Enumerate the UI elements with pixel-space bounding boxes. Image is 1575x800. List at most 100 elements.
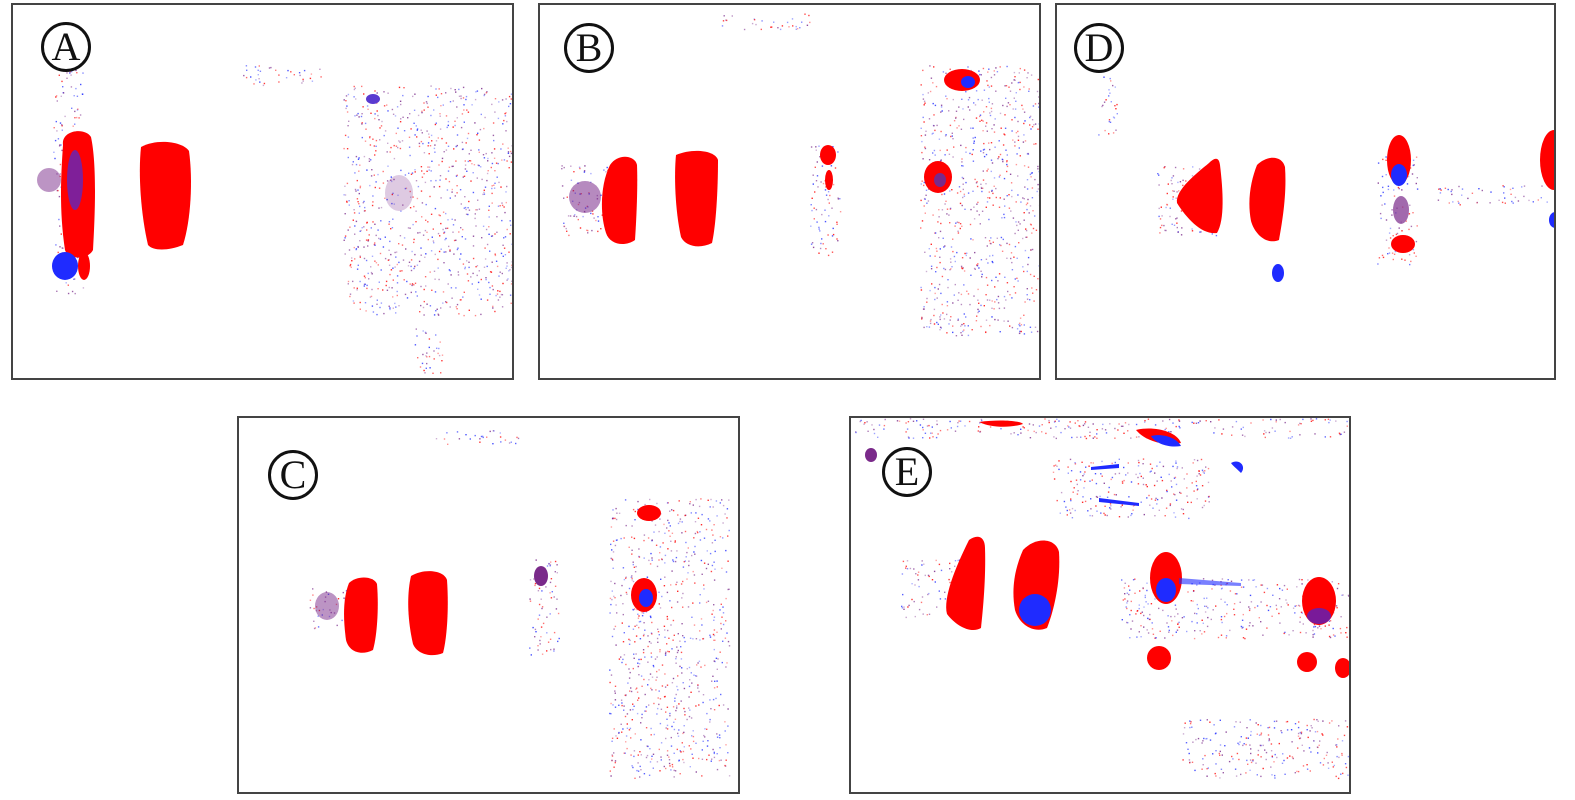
speckle (713, 524, 715, 526)
speckle (646, 745, 648, 747)
speckle (357, 246, 359, 248)
speckle (1236, 593, 1238, 595)
speckle (907, 421, 910, 423)
speckle (613, 752, 615, 754)
speckle (414, 282, 417, 284)
speckle (1041, 424, 1043, 426)
speckle (921, 318, 923, 320)
speckle (684, 514, 686, 517)
speckle (691, 735, 693, 737)
speckle (816, 221, 818, 223)
speckle (1192, 600, 1194, 602)
speckle (457, 247, 459, 249)
speckle (951, 266, 953, 268)
speckle (1055, 437, 1057, 440)
speckle (462, 97, 465, 99)
speckle (388, 223, 390, 225)
speckle (1025, 228, 1027, 230)
speckle (685, 541, 687, 544)
speckle (657, 631, 660, 633)
speckle (1387, 188, 1390, 191)
speckle (713, 604, 715, 606)
speckle (988, 240, 991, 242)
speckle (493, 157, 496, 159)
speckle (363, 93, 365, 95)
speckle (1124, 593, 1126, 595)
speckle (1339, 433, 1341, 436)
speckle (1023, 165, 1026, 167)
speckle (368, 278, 370, 280)
speckle (505, 112, 507, 114)
speckle (679, 640, 681, 642)
speckle (721, 661, 723, 664)
speckle (979, 422, 981, 424)
speckle (1006, 154, 1008, 156)
speckle (634, 777, 636, 779)
speckle (1091, 515, 1094, 517)
speckle (945, 134, 947, 136)
speckle (613, 628, 615, 630)
speckle (1310, 725, 1312, 727)
speckle (965, 91, 967, 93)
speckle (375, 234, 377, 237)
speckle (985, 206, 987, 208)
speckle (551, 591, 553, 593)
spot (534, 566, 548, 586)
speckle (480, 166, 482, 168)
speckle (1412, 212, 1414, 214)
speckle (658, 603, 660, 605)
speckle (1461, 194, 1463, 196)
speckle (386, 151, 388, 153)
speckle (371, 273, 373, 275)
speckle (1382, 191, 1384, 194)
speckle (58, 195, 61, 198)
speckle (1150, 498, 1153, 500)
speckle (597, 216, 599, 218)
speckle (1503, 186, 1505, 188)
speckle (1079, 425, 1081, 428)
speckle (1324, 625, 1326, 627)
speckle (1008, 86, 1010, 88)
speckle (621, 731, 623, 733)
speckle (986, 245, 988, 247)
speckle (494, 182, 496, 184)
speckle (1011, 269, 1014, 271)
speckle (369, 144, 372, 146)
speckle (965, 151, 967, 153)
speckle (378, 281, 380, 283)
speckle (1130, 600, 1132, 603)
speckle (1023, 134, 1025, 136)
speckle (479, 438, 481, 440)
speckle (445, 301, 447, 303)
speckle (686, 668, 688, 670)
speckle (682, 592, 684, 595)
speckle (510, 224, 512, 226)
speckle (786, 21, 789, 24)
speckle (364, 140, 367, 142)
speckle (71, 290, 74, 293)
speckle (707, 563, 709, 565)
speckle (501, 294, 504, 296)
speckle (1036, 90, 1039, 93)
speckle (1066, 509, 1068, 512)
speckle (371, 255, 374, 257)
speckle (658, 748, 660, 751)
speckle (638, 621, 641, 623)
speckle (395, 256, 397, 258)
speckle (990, 142, 993, 144)
speckle (511, 280, 512, 282)
speckle (1213, 724, 1215, 726)
speckle (659, 546, 662, 548)
speckle (989, 255, 991, 257)
speckle (1204, 470, 1206, 472)
speckle (1306, 724, 1308, 727)
speckle (712, 633, 715, 636)
speckle (404, 174, 407, 176)
speckle (1379, 212, 1382, 215)
speckle (384, 130, 387, 132)
speckle (1026, 77, 1028, 79)
speckle (389, 273, 391, 276)
speckle (1229, 590, 1232, 592)
speckle (924, 102, 926, 104)
speckle (945, 95, 947, 97)
